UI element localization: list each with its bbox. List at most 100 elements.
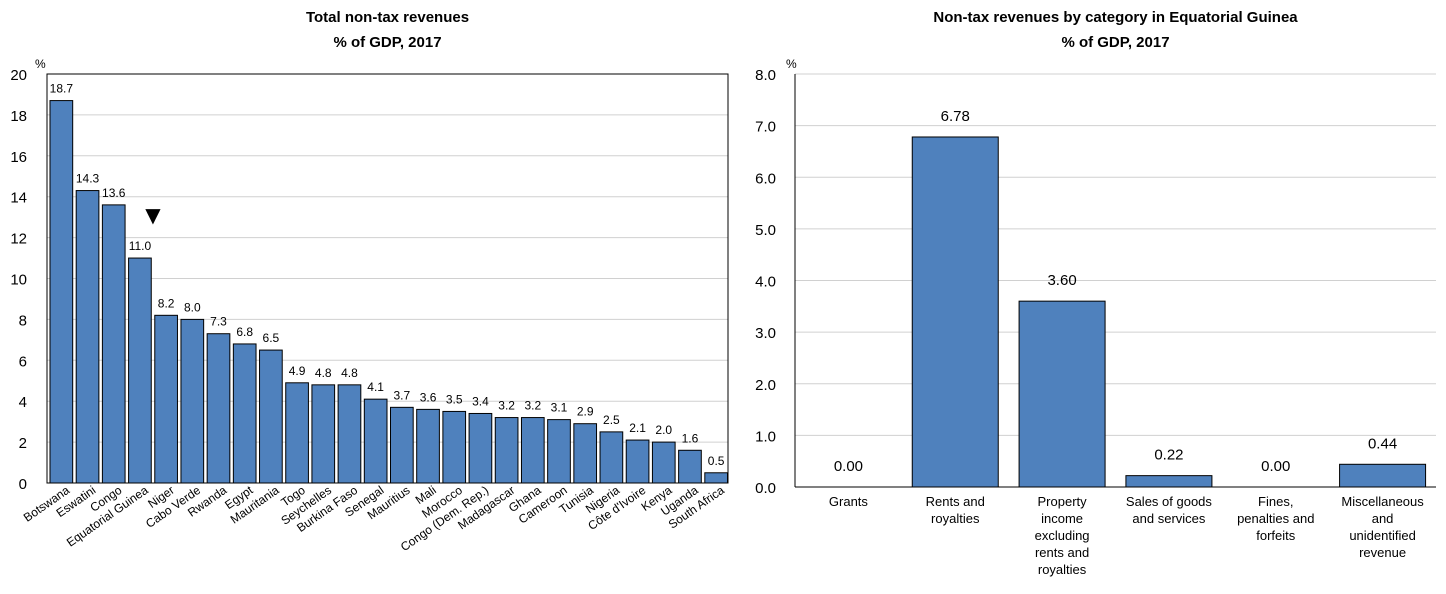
data-label: 3.4 (472, 394, 489, 408)
bar (337, 384, 362, 484)
category-label-line: Sales of goods (1126, 494, 1213, 509)
y-tick-label: 18 (10, 108, 27, 125)
chart-right-subtitle: % of GDP, 2017 (1061, 34, 1169, 51)
bar (101, 204, 126, 484)
category-label-line: forfeits (1256, 528, 1296, 543)
data-label: 2.5 (603, 413, 620, 427)
data-label: 3.2 (524, 399, 541, 413)
bar (599, 431, 624, 484)
bar (285, 382, 309, 484)
bar (547, 419, 571, 484)
data-label: 8.2 (158, 296, 175, 310)
chart-right: Non-tax revenues by category in Equatori… (755, 9, 1436, 577)
y-tick-label: 7.0 (755, 119, 776, 136)
y-tick-label: 0.0 (755, 480, 776, 497)
y-tick-label: 8 (19, 312, 27, 329)
category-label-line: royalties (931, 511, 980, 526)
y-tick-label: 20 (10, 67, 27, 84)
data-label: 4.8 (315, 366, 332, 380)
y-tick-label: 1.0 (755, 428, 776, 445)
data-label: 0.00 (834, 458, 863, 475)
y-tick-label: 2.0 (755, 377, 776, 394)
bar (363, 398, 388, 484)
data-label: 6.8 (236, 325, 253, 339)
y-tick-label: 2 (19, 435, 27, 452)
chart-right-unit: % (786, 57, 797, 71)
bar (154, 314, 178, 484)
y-tick-label: 14 (10, 190, 27, 207)
data-label: 3.60 (1047, 272, 1076, 289)
category-label-line: and (1372, 511, 1394, 526)
plot-frame (46, 73, 729, 484)
category-label-line: royalties (1038, 562, 1087, 577)
bar (75, 190, 100, 484)
bar (416, 408, 440, 484)
y-tick-label: 4.0 (755, 274, 776, 291)
data-label: 3.6 (420, 390, 437, 404)
y-tick-label: 0 (19, 476, 27, 493)
bar (1125, 475, 1213, 488)
data-label: 7.3 (210, 315, 227, 329)
category-label-line: excluding (1035, 528, 1090, 543)
bar (442, 410, 467, 484)
data-label: 4.9 (289, 364, 306, 378)
chart-left-unit: % (35, 57, 46, 71)
bar (651, 441, 676, 484)
data-label: 4.8 (341, 366, 358, 380)
category-label-line: income (1041, 511, 1083, 526)
bar (494, 417, 519, 484)
y-tick-label: 10 (10, 272, 27, 289)
bar (1018, 300, 1106, 488)
bar (704, 472, 728, 484)
y-tick-label: 6.0 (755, 170, 776, 187)
category-label-line: penalties and (1237, 511, 1314, 526)
data-label: 8.0 (184, 300, 201, 314)
highlight-marker-icon: ▼ (145, 203, 161, 227)
data-label: 3.2 (498, 399, 515, 413)
y-tick-label: 16 (10, 149, 27, 166)
data-label: 13.6 (102, 186, 126, 200)
bar (520, 417, 545, 484)
bar (911, 136, 999, 488)
bar (573, 423, 598, 484)
data-label: 6.5 (263, 331, 280, 345)
category-label-line: Property (1038, 494, 1088, 509)
bar (1339, 463, 1427, 488)
category-label-line: revenue (1359, 545, 1406, 560)
y-tick-label: 12 (10, 231, 27, 248)
data-label: 0.22 (1154, 447, 1183, 464)
bar (180, 318, 205, 484)
data-label: 3.5 (446, 392, 463, 406)
data-label: 6.78 (941, 108, 970, 125)
bar (311, 384, 336, 484)
data-label: 0.5 (708, 454, 725, 468)
data-label: 3.7 (394, 388, 411, 402)
bar (678, 449, 702, 484)
chart-left: Total non-tax revenues % of GDP, 2017% 0 2 4… (10, 9, 729, 554)
category-label-line: Fines, (1258, 494, 1293, 509)
data-label: 2.1 (629, 421, 646, 435)
chart-right-title: Non-tax revenues by category in Equatori… (933, 9, 1298, 26)
category-label-line: and services (1132, 511, 1205, 526)
data-label: 2.0 (655, 423, 672, 437)
category-label-line: unidentified (1349, 528, 1416, 543)
data-label: 18.7 (50, 82, 74, 96)
chart-left-subtitle: % of GDP, 2017 (333, 34, 441, 51)
bar (468, 412, 493, 484)
data-label: 11.0 (129, 239, 152, 253)
category-label-line: rents and (1035, 545, 1089, 560)
y-tick-label: 3.0 (755, 325, 776, 342)
y-tick-label: 6 (19, 353, 27, 370)
bar (232, 343, 257, 484)
y-tick-label: 4 (19, 394, 27, 411)
data-label: 4.1 (367, 380, 384, 394)
category-label-line: Grants (829, 494, 869, 509)
data-label: 1.6 (682, 431, 699, 445)
data-label: 3.1 (551, 401, 568, 415)
data-label: 0.44 (1368, 435, 1397, 452)
y-tick-label: 5.0 (755, 222, 776, 239)
data-label: 2.9 (577, 405, 594, 419)
data-label: 14.3 (76, 172, 100, 186)
bar (206, 333, 231, 484)
